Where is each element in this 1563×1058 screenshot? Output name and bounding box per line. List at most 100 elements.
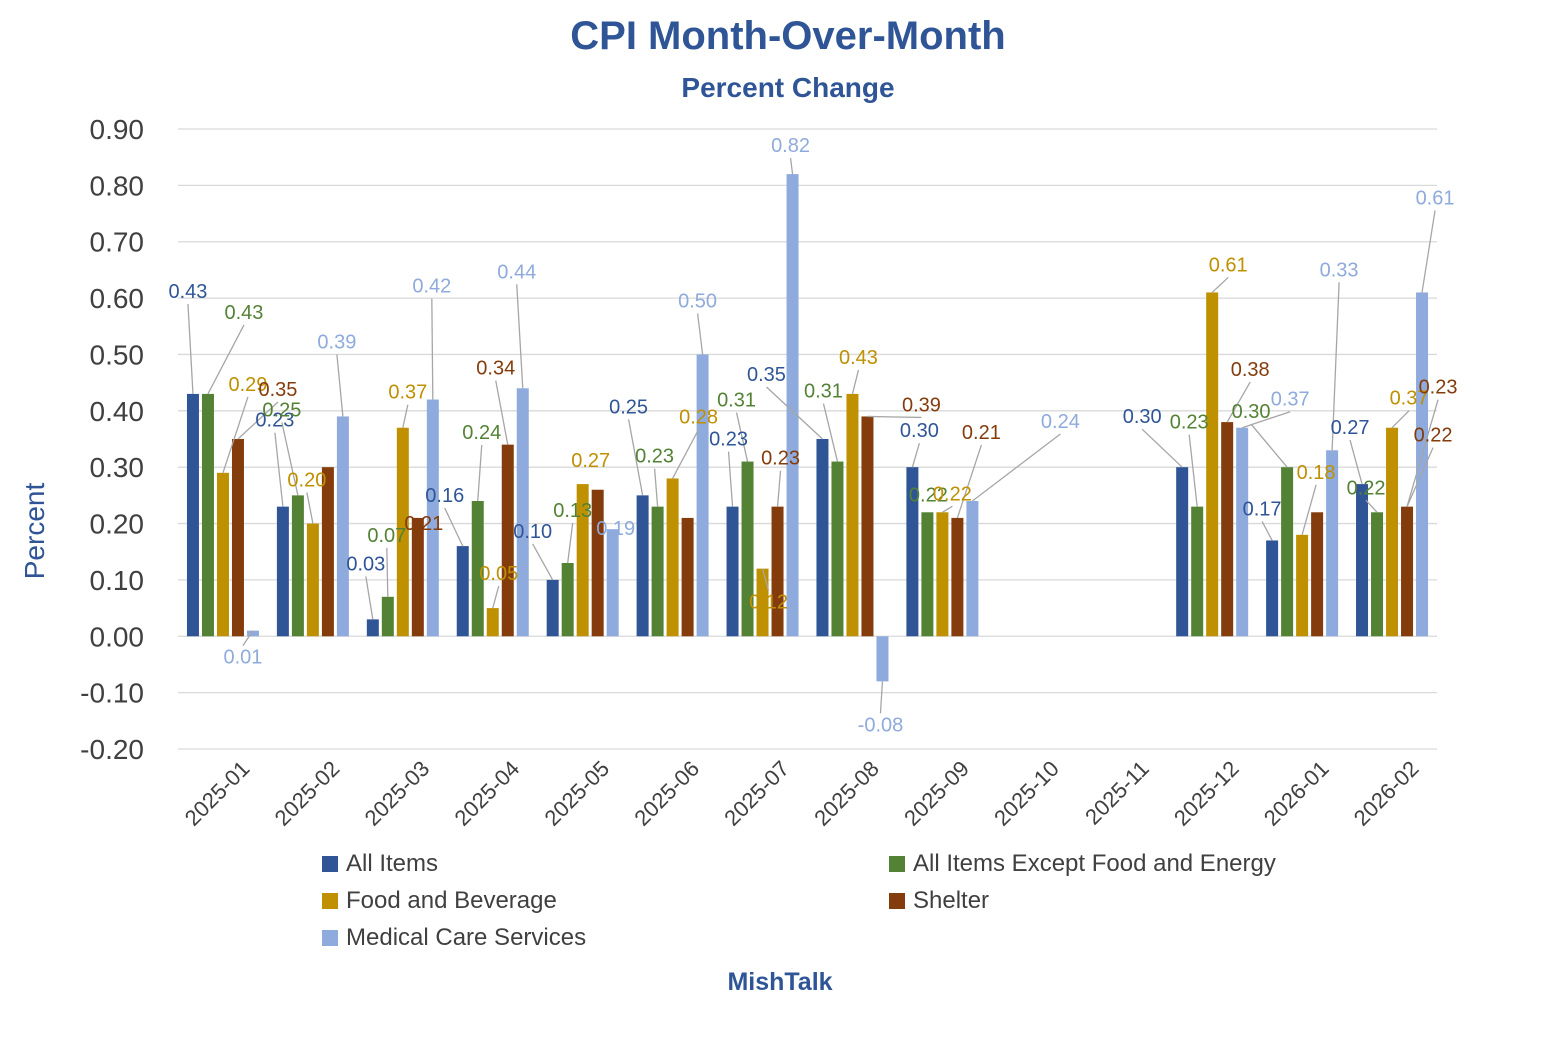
data-label: 0.29: [228, 374, 267, 396]
bar: [921, 512, 934, 637]
leader-line: [942, 505, 953, 513]
data-label: 0.30: [1123, 406, 1162, 428]
bar: [726, 506, 739, 637]
bar: [1191, 506, 1204, 637]
x-tick-label: 2025-05: [539, 756, 614, 831]
leader-line: [477, 444, 483, 502]
data-label: 0.30: [900, 420, 939, 442]
data-label: 0.23: [1419, 377, 1458, 399]
legend-item: All Items: [322, 850, 438, 878]
x-tick-label: 2025-04: [450, 756, 525, 831]
y-tick-label: 0.20: [90, 509, 145, 540]
data-label: 0.43: [224, 302, 263, 324]
leader-line: [727, 451, 734, 507]
leader-line: [492, 585, 500, 609]
bar: [201, 393, 214, 637]
chart-plot: -0.20 -0.10 0.00 0.10 0.20 0.30 0.40 0.50 0.60 0.…: [80, 114, 1458, 831]
leader-line: [495, 380, 509, 445]
bar: [1386, 427, 1399, 637]
y-tick-label: 0.10: [90, 565, 145, 596]
data-label: 0.05: [479, 563, 518, 585]
bar: [1371, 512, 1384, 637]
legend-item: Food and Beverage: [322, 887, 557, 915]
data-label: 0.39: [317, 331, 356, 353]
data-label: 0.61: [1209, 254, 1248, 276]
leader-line: [281, 422, 299, 496]
x-tick-label: 2025-09: [899, 756, 974, 831]
legend-swatch: [322, 893, 338, 909]
data-label: 0.42: [412, 276, 451, 298]
data-label: 0.16: [425, 485, 464, 507]
data-label: 0.24: [1041, 411, 1080, 433]
data-label: 0.27: [571, 450, 610, 472]
bar: [1416, 292, 1429, 637]
bar: [246, 630, 259, 637]
data-label: 0.61: [1416, 187, 1455, 209]
leader-line: [1406, 399, 1439, 507]
data-label: 0.31: [717, 390, 756, 412]
bar: [216, 472, 229, 637]
leader-line: [776, 470, 782, 507]
leader-line: [735, 412, 749, 462]
leader-line: [567, 522, 574, 564]
data-label: 0.22: [1414, 425, 1453, 447]
bar: [1326, 450, 1339, 637]
data-label: 0.21: [404, 513, 443, 535]
data-label: 0.24: [462, 422, 501, 444]
leader-line: [696, 313, 704, 355]
bar: [516, 388, 529, 637]
data-label: 0.25: [609, 396, 648, 418]
leader-line: [365, 576, 374, 620]
leader-line: [1349, 439, 1363, 485]
leader-line: [222, 396, 249, 474]
data-label: 0.35: [747, 364, 786, 386]
x-tick-label: 2025-03: [360, 756, 435, 831]
data-label: 0.01: [223, 647, 262, 669]
x-tick-label: 2025-07: [719, 756, 794, 831]
bar: [1266, 540, 1279, 637]
leader-line: [1211, 276, 1229, 293]
leader-line: [789, 158, 794, 175]
leader-line: [1421, 210, 1436, 293]
leader-line: [431, 298, 434, 400]
data-label: 0.23: [1170, 412, 1209, 434]
data-label: 0.03: [346, 553, 385, 575]
bar: [1236, 427, 1249, 637]
legend-item: All Items Except Food and Energy: [889, 850, 1276, 878]
leader-line: [971, 433, 1061, 502]
x-tick-label: 2025-01: [180, 756, 255, 831]
bar: [876, 636, 889, 682]
data-label: 0.23: [635, 446, 674, 468]
data-label: 0.43: [168, 281, 207, 303]
chart-title: CPI Month-Over-Month: [570, 14, 1006, 58]
data-label: 0.31: [804, 381, 843, 403]
data-label: 0.17: [1243, 498, 1282, 520]
data-label: 0.19: [596, 518, 635, 540]
data-label: 0.22: [933, 483, 972, 505]
data-label: 0.20: [287, 470, 326, 492]
data-label: 0.12: [749, 592, 788, 614]
bar: [366, 619, 379, 637]
leader-line: [237, 401, 279, 440]
data-label: 0.23: [709, 429, 748, 451]
data-label: 0.39: [902, 394, 941, 416]
data-label: 0.37: [388, 382, 427, 404]
y-tick-label: 0.70: [90, 227, 145, 258]
bar: [1356, 484, 1369, 637]
leader-line: [516, 284, 524, 389]
bar: [816, 439, 829, 637]
leader-line: [1301, 484, 1317, 535]
leader-line: [1391, 410, 1410, 429]
leader-line: [822, 403, 839, 462]
chart-subtitle: Percent Change: [681, 72, 895, 103]
bar: [966, 501, 979, 637]
y-tick-label: 0.80: [90, 170, 145, 201]
leader-line: [242, 630, 254, 646]
x-tick-label: 2025-12: [1169, 756, 1244, 831]
bar: [1401, 506, 1414, 637]
legend-label: Shelter: [913, 887, 990, 914]
leader-line: [1226, 381, 1251, 423]
x-tick-labels: 2025-01 2025-02 2025-03 2025-04 2025-05 2025-…: [180, 756, 1424, 831]
data-label: 0.27: [1331, 417, 1370, 439]
data-label: 0.07: [367, 525, 406, 547]
